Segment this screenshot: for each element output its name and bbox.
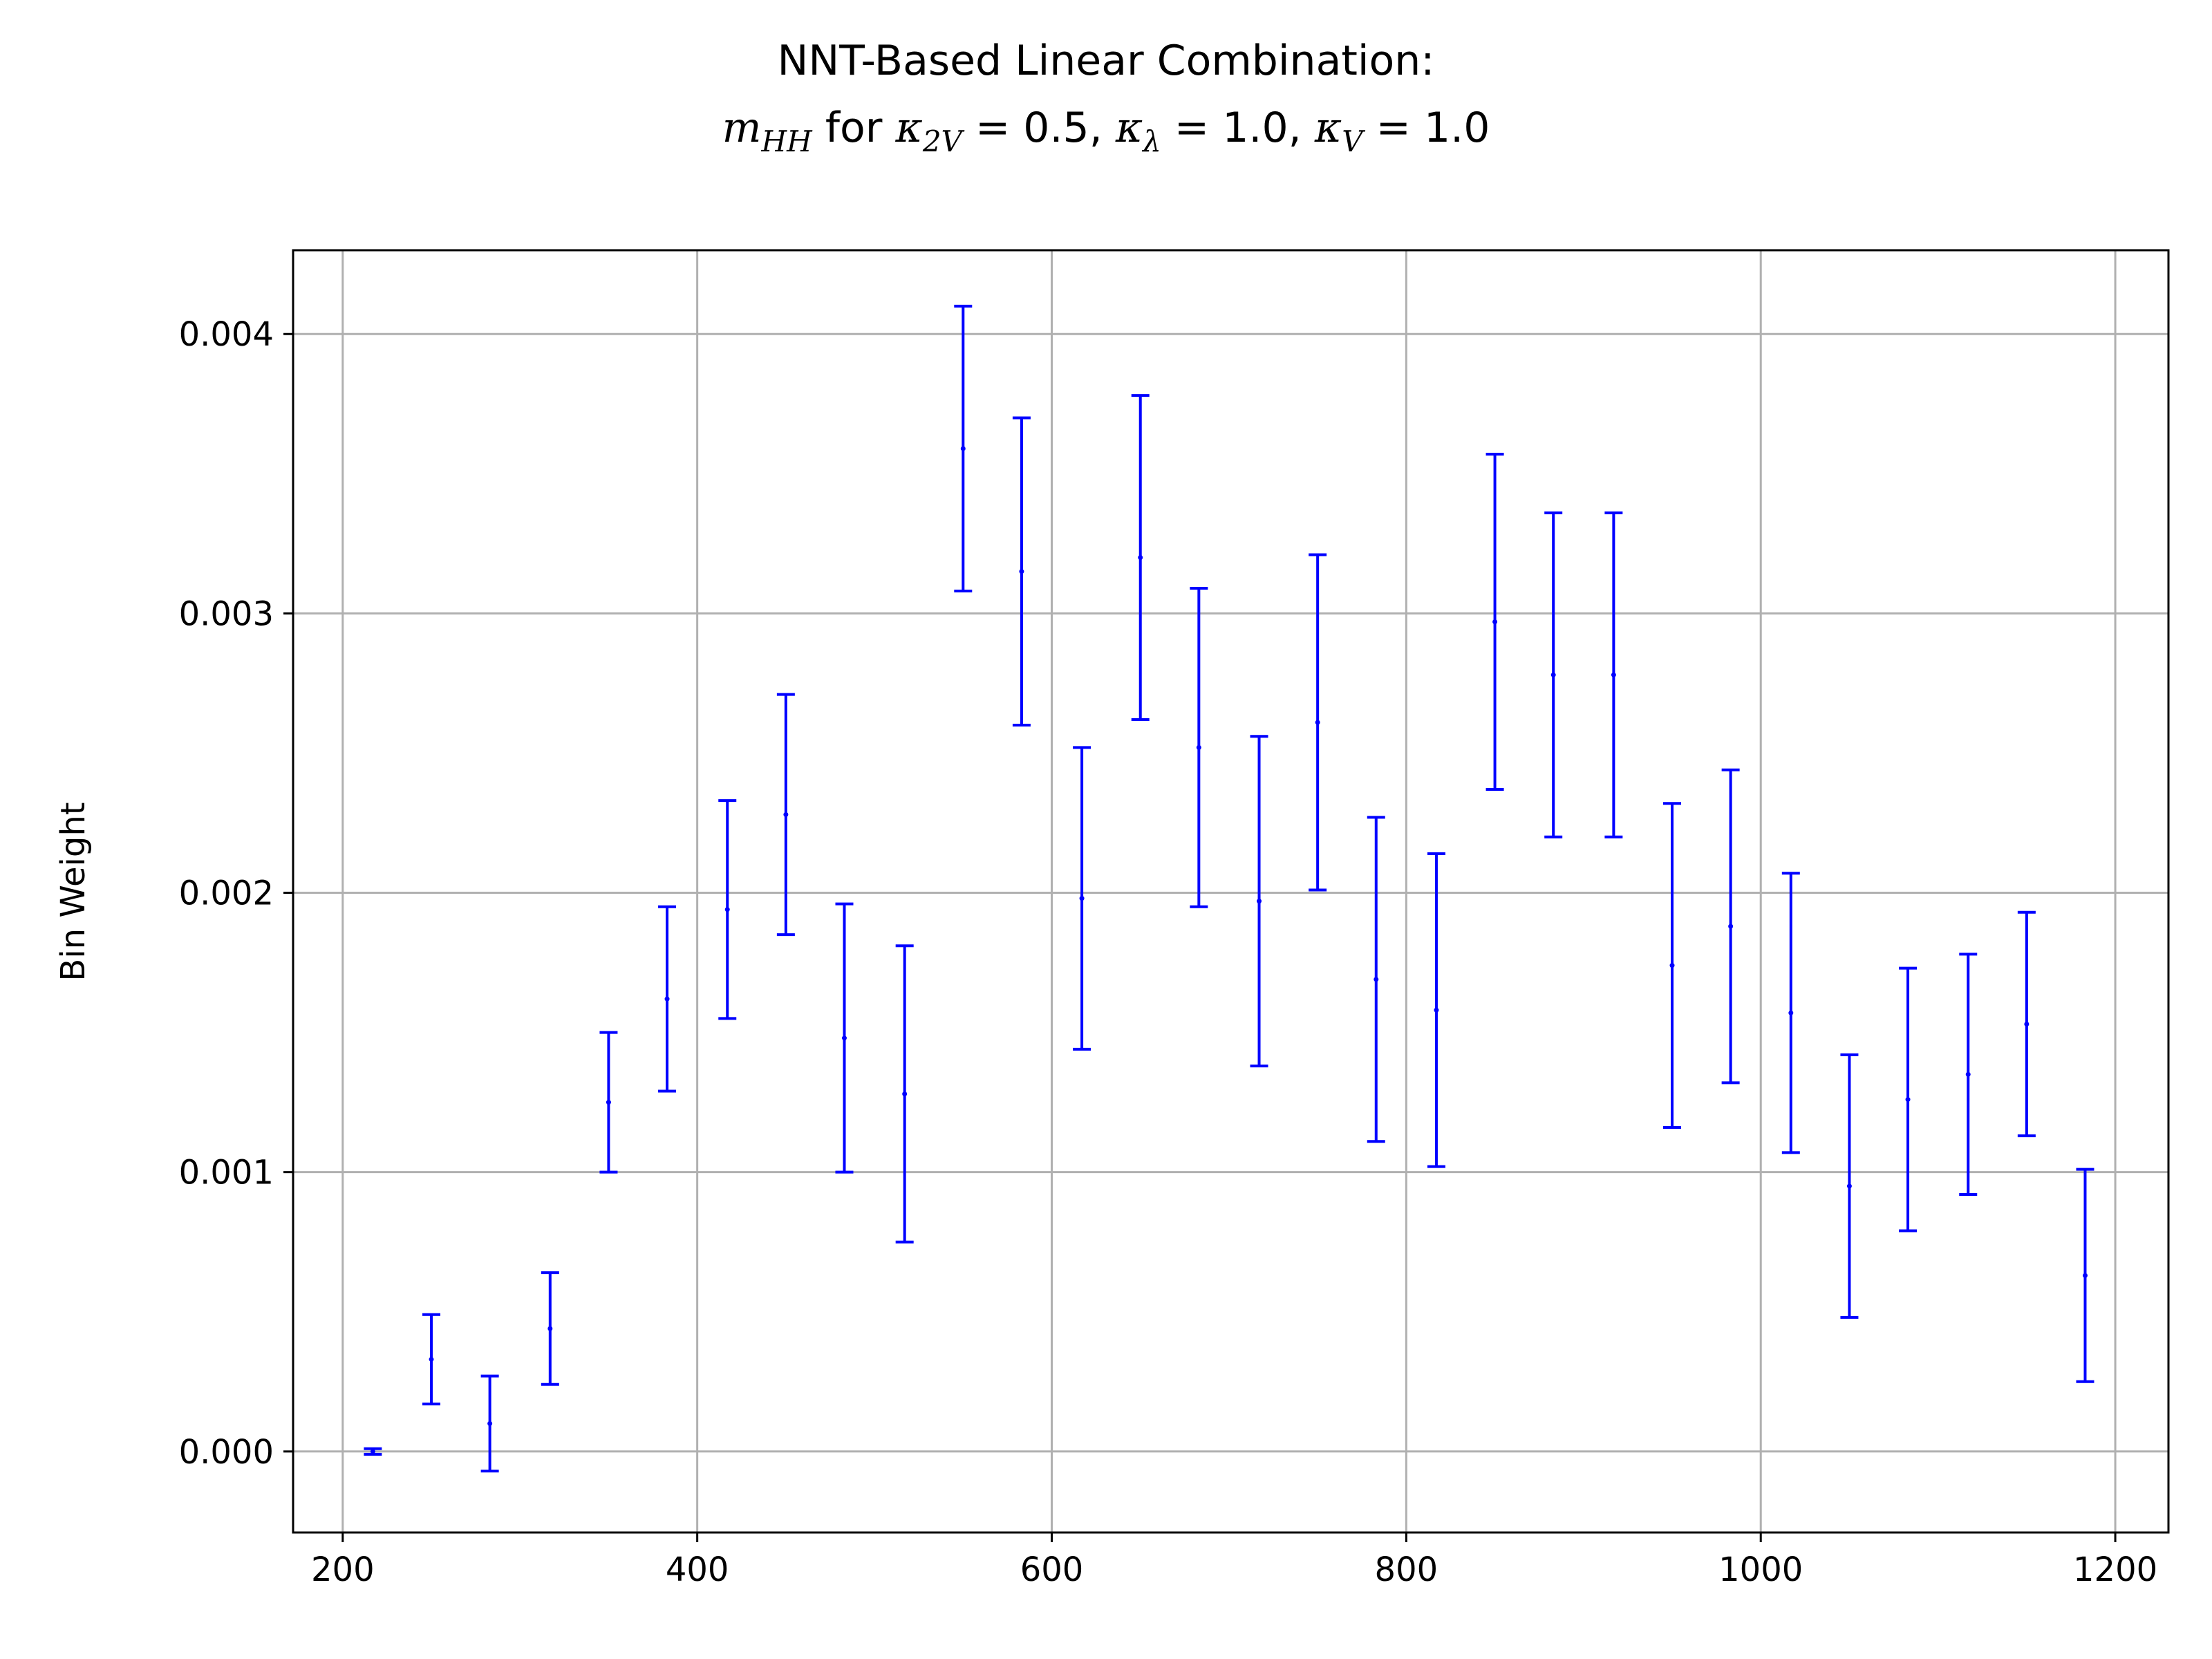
- grid-lines: [293, 250, 2168, 1533]
- error-bar: [1604, 511, 1623, 838]
- error-bar: [2017, 910, 2036, 1138]
- y-tick-label: 0.000: [179, 1433, 274, 1472]
- error-bar: [1190, 587, 1208, 908]
- data-point: [1669, 963, 1675, 968]
- data-point: [841, 1035, 847, 1041]
- error-bar: [1544, 511, 1563, 838]
- y-tick-label: 0.004: [179, 315, 274, 354]
- data-point: [429, 1356, 434, 1362]
- x-tick-label: 1200: [2073, 1550, 2157, 1589]
- data-point: [1374, 977, 1379, 982]
- data-point: [1434, 1007, 1439, 1013]
- data-point: [2082, 1273, 2088, 1278]
- x-tick-label: 600: [1020, 1550, 1084, 1589]
- error-bar: [1427, 852, 1445, 1168]
- data-point: [1905, 1097, 1911, 1103]
- y-tick-label: 0.001: [179, 1154, 274, 1192]
- data-point: [370, 1449, 375, 1454]
- error-bar: [1131, 394, 1150, 721]
- data-point: [724, 907, 730, 912]
- error-bar: [1250, 735, 1268, 1068]
- chart-title-line-2: mHH for κ2V = 0.5, κλ = 1.0, κV = 1.0: [722, 104, 1490, 158]
- error-bar: [895, 944, 914, 1244]
- chart-title-line-1: NNT-Based Linear Combination:: [778, 37, 1435, 85]
- data-point: [2024, 1021, 2030, 1027]
- error-bar: [422, 1313, 441, 1406]
- y-axis-label: Bin Weight: [54, 802, 93, 981]
- y-tick-label: 0.003: [179, 594, 274, 633]
- error-bar-series: [364, 304, 2094, 1473]
- data-point: [1196, 744, 1201, 750]
- data-point: [1611, 672, 1616, 677]
- error-bar: [2076, 1168, 2094, 1383]
- error-bar: [954, 304, 973, 593]
- x-tick-label: 400: [666, 1550, 729, 1589]
- error-bar: [541, 1271, 559, 1386]
- data-point: [1138, 555, 1143, 561]
- data-point: [1315, 720, 1320, 725]
- error-bar: [1485, 453, 1504, 791]
- error-bar: [1309, 553, 1327, 892]
- data-point: [1492, 619, 1498, 625]
- data-point: [1788, 1010, 1794, 1015]
- error-bar: [835, 902, 854, 1174]
- data-point: [1965, 1071, 1971, 1077]
- data-point: [960, 446, 966, 451]
- error-bar: [480, 1374, 499, 1473]
- error-bar: [599, 1031, 618, 1174]
- data-point: [664, 996, 670, 1002]
- data-point: [1846, 1183, 1852, 1189]
- error-bar: [1959, 953, 1978, 1196]
- error-bar: [1781, 872, 1800, 1154]
- y-tick-label: 0.002: [179, 874, 274, 913]
- x-tick-label: 1000: [1718, 1550, 1803, 1589]
- data-point: [783, 812, 789, 817]
- data-point: [1257, 899, 1262, 904]
- error-bar: [1721, 768, 1740, 1085]
- x-tick-label: 200: [311, 1550, 375, 1589]
- error-bar: [1012, 416, 1031, 727]
- error-bar: [1840, 1053, 1859, 1319]
- data-point: [547, 1326, 553, 1331]
- error-bar: [776, 693, 795, 937]
- error-bar: [658, 905, 677, 1093]
- data-point: [487, 1421, 493, 1426]
- error-bar: [1367, 816, 1385, 1143]
- x-tick-label: 800: [1375, 1550, 1438, 1589]
- data-point: [1019, 569, 1024, 574]
- data-point: [1079, 896, 1085, 901]
- data-point: [1728, 924, 1734, 929]
- error-bar: [1663, 802, 1682, 1129]
- error-bar: [364, 1447, 382, 1456]
- plot-area-frame: [292, 249, 2170, 1534]
- error-bar: [718, 799, 737, 1020]
- data-point: [1550, 672, 1556, 677]
- data-point: [902, 1091, 908, 1097]
- error-bar: [1899, 966, 1918, 1232]
- axis-ticks: 200 400 600 800 1000 1200 0.000 0.001 0.002 0.003…: [179, 315, 2158, 1589]
- error-bar: [1073, 746, 1091, 1051]
- data-point: [606, 1100, 611, 1105]
